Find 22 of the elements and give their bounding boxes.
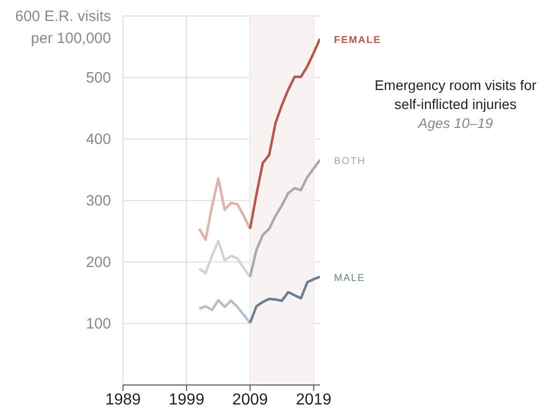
line-series <box>248 38 320 230</box>
line-series <box>198 240 252 278</box>
y-tick-label: 100 <box>86 316 111 332</box>
x-tick-label: 2009 <box>232 391 268 408</box>
line-series <box>248 276 320 324</box>
series-label: BOTH <box>334 156 366 167</box>
y-tick-label: 500 <box>86 70 111 86</box>
series-label: MALE <box>334 272 366 284</box>
series-label: FEMALE <box>334 34 382 46</box>
x-tick-label: 1999 <box>168 391 204 408</box>
y-tick-label: 400 <box>86 131 111 148</box>
y-axis-title: per 100,000 <box>30 30 111 47</box>
y-tick-label: 600 E.R. visits <box>15 8 111 25</box>
x-tick-label: 1989 <box>105 391 141 408</box>
y-tick-label: 200 <box>86 254 111 271</box>
y-tick-label: 300 <box>86 192 111 210</box>
x-tick-label: 2019 <box>296 391 332 408</box>
line-series <box>198 298 252 324</box>
line-series <box>198 177 252 242</box>
text: Ages 10–19 <box>416 114 494 133</box>
line-series <box>248 158 320 278</box>
text: Emergency room visits for self-inflicted injuries <box>374 76 538 114</box>
